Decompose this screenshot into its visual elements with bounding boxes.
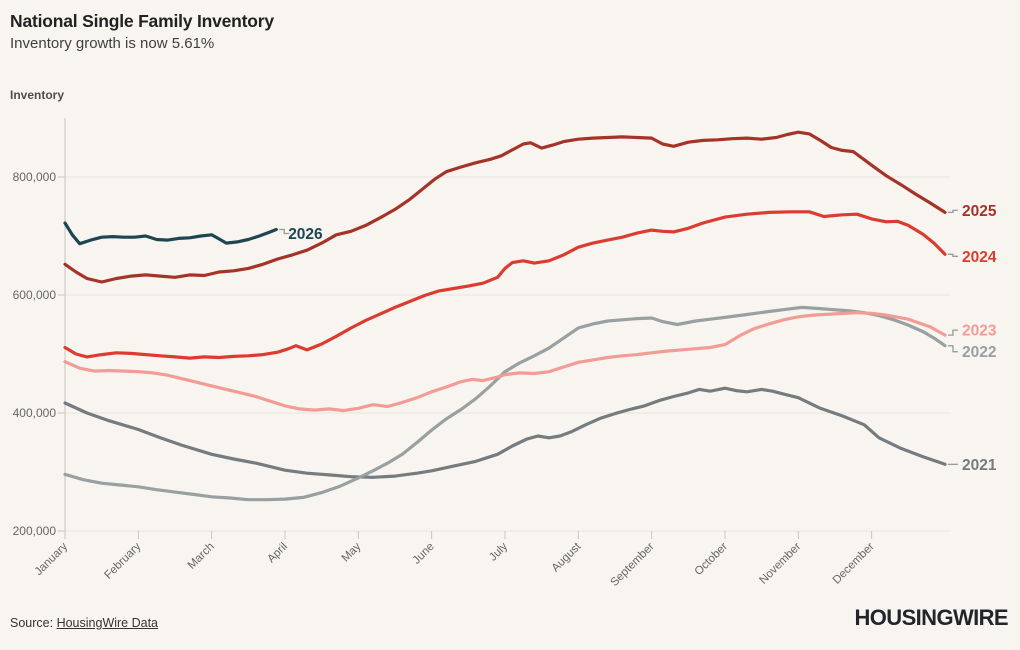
page-title: National Single Family Inventory <box>10 11 274 31</box>
y-tick-label-200000: 200,000 <box>13 524 57 538</box>
year-label-2025: 2025 <box>962 203 997 220</box>
label-connector-2026 <box>279 228 290 235</box>
source-prefix: Source: <box>10 616 54 630</box>
x-tick-label-October: October <box>693 541 731 579</box>
y-axis-title: Inventory <box>10 88 65 102</box>
x-tick-label-June: June <box>411 541 437 567</box>
x-tick-label-February: February <box>102 540 143 581</box>
x-tick-label-August: August <box>550 540 584 574</box>
x-tick-label-December: December <box>831 541 877 587</box>
series-line-2021 <box>63 386 947 479</box>
label-connector-2024 <box>947 253 958 257</box>
x-tick-label-January: January <box>33 540 71 578</box>
year-label-2026: 2026 <box>288 226 323 243</box>
page-subtitle: Inventory growth is now 5.61% <box>10 34 215 52</box>
label-connector-2022 <box>947 345 958 353</box>
source-link[interactable]: HousingWire Data <box>56 616 159 630</box>
label-connector-2025 <box>947 209 958 214</box>
year-label-2021: 2021 <box>962 457 997 474</box>
x-tick-label-September: September <box>608 541 656 589</box>
year-label-2023: 2023 <box>962 323 997 340</box>
label-connector-2023 <box>947 329 958 336</box>
housingwire-logo: HOUSINGWIRE <box>854 605 1008 630</box>
series-line-2024 <box>63 210 947 360</box>
series-line-2022 <box>63 305 947 502</box>
series-line-2025 <box>63 130 947 284</box>
y-tick-label-400000: 400,000 <box>13 406 57 420</box>
y-tick-label-800000: 800,000 <box>13 170 57 184</box>
year-label-2022: 2022 <box>962 344 996 361</box>
x-tick-label-May: May <box>340 540 364 564</box>
x-tick-label-July: July <box>487 540 510 563</box>
x-tick-label-November: November <box>757 541 803 587</box>
series-line-2023 <box>63 311 947 413</box>
source-line: Source: HousingWire Data <box>10 616 158 630</box>
chart-header: National Single Family Inventory Invento… <box>10 11 274 52</box>
series-line-2026 <box>63 221 278 246</box>
x-tick-label-March: March <box>186 541 217 572</box>
year-label-2024: 2024 <box>962 249 997 266</box>
x-tick-label-April: April <box>265 541 290 566</box>
y-tick-label-600000: 600,000 <box>13 288 57 302</box>
